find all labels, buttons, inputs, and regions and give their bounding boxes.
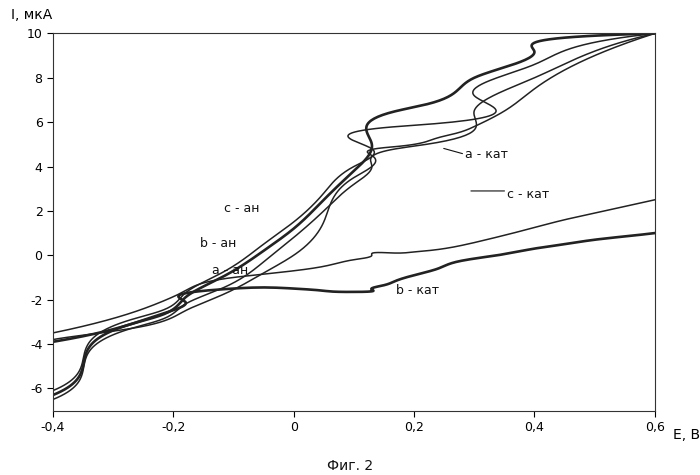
Text: c - кат: c - кат (508, 188, 550, 201)
Text: a - кат: a - кат (465, 148, 508, 161)
Text: b - кат: b - кат (396, 284, 439, 297)
Text: c - ан: c - ан (225, 202, 260, 215)
Text: Фиг. 2: Фиг. 2 (327, 459, 373, 473)
Y-axis label: I, мкА: I, мкА (11, 8, 52, 22)
X-axis label: E, В: E, В (673, 428, 700, 441)
Text: b - ан: b - ан (200, 237, 237, 249)
Text: a - ан: a - ан (212, 264, 248, 277)
